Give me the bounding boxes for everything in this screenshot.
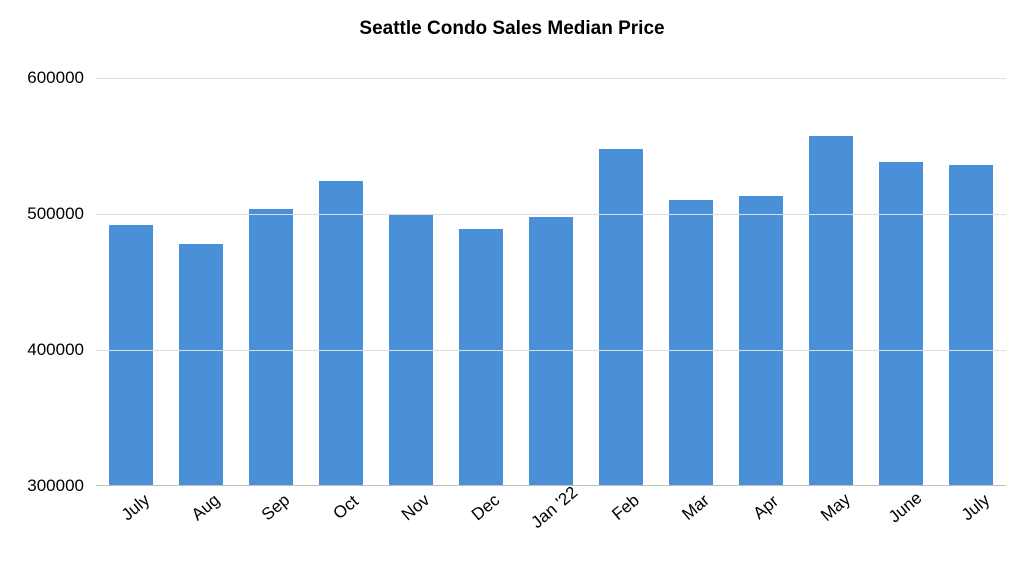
- y-tick-label: 400000: [27, 340, 84, 360]
- bar: [809, 136, 854, 486]
- x-tick-label: May: [817, 490, 854, 526]
- x-axis-baseline: [96, 485, 1006, 486]
- bar: [599, 149, 644, 486]
- x-tick-label: Apr: [750, 491, 783, 523]
- bar: [319, 181, 364, 486]
- x-tick-label: Oct: [330, 491, 363, 523]
- bars-layer: [96, 78, 1006, 486]
- x-tick-label: July: [958, 490, 994, 525]
- bar: [879, 162, 924, 486]
- grid-line: [96, 78, 1006, 79]
- x-tick-label: Nov: [398, 490, 434, 525]
- bar: [739, 196, 784, 486]
- y-tick-label: 300000: [27, 476, 84, 496]
- x-tick-label: Mar: [678, 491, 713, 525]
- y-tick-label: 600000: [27, 68, 84, 88]
- x-tick-label: June: [885, 488, 926, 527]
- grid-line: [96, 350, 1006, 351]
- bar: [529, 217, 574, 486]
- x-tick-label: Dec: [468, 490, 504, 525]
- bar: [179, 244, 224, 486]
- chart-container: Seattle Condo Sales Median Price 3000004…: [0, 0, 1024, 585]
- x-tick-label: Sep: [258, 490, 294, 525]
- x-tick-label: Feb: [608, 491, 643, 525]
- bar: [249, 209, 294, 486]
- x-tick-label: Aug: [188, 490, 224, 525]
- chart-title: Seattle Condo Sales Median Price: [0, 18, 1024, 40]
- plot-area: 300000400000500000600000: [96, 78, 1006, 486]
- bar: [109, 225, 154, 486]
- bar: [669, 200, 714, 486]
- bar: [459, 229, 504, 486]
- grid-line: [96, 214, 1006, 215]
- x-tick-label: Jan '22: [527, 483, 581, 533]
- y-tick-label: 500000: [27, 204, 84, 224]
- x-tick-label: July: [118, 490, 154, 525]
